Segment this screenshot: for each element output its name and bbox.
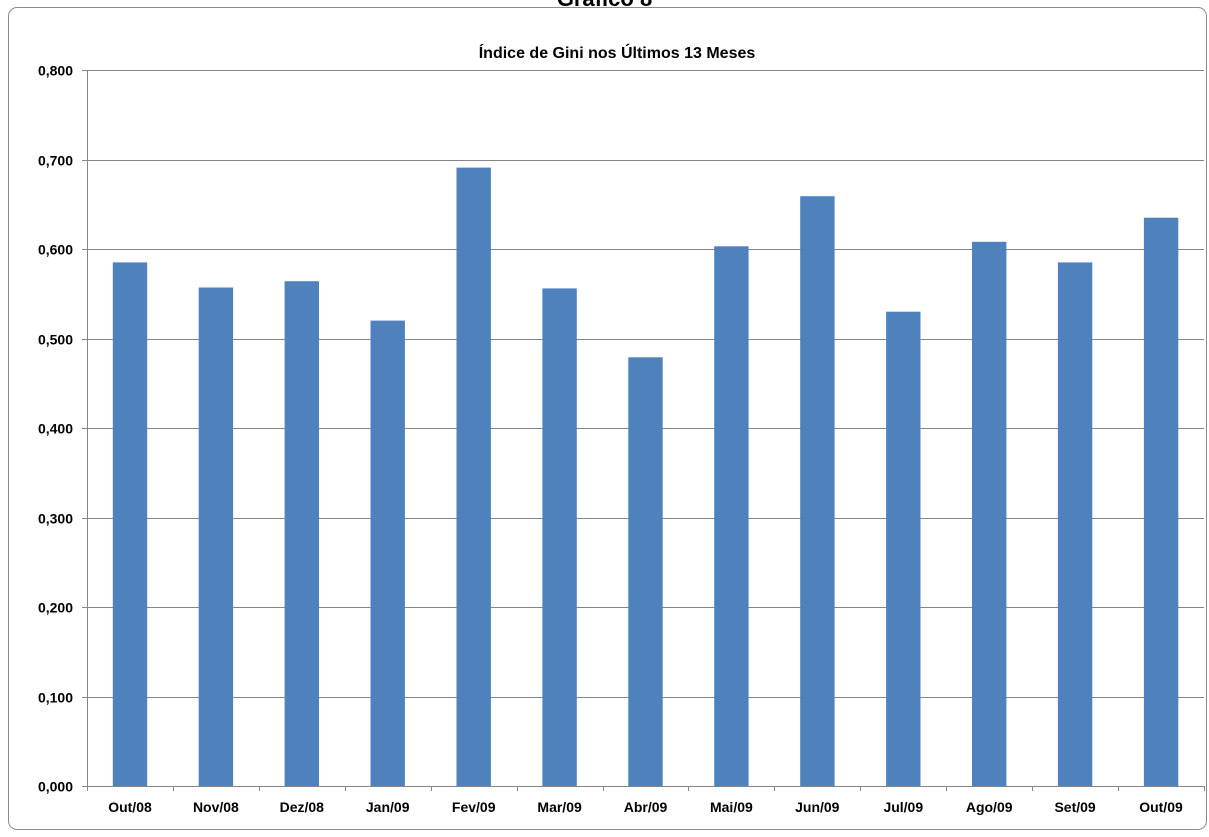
bars xyxy=(112,167,1179,787)
bar-mai-09 xyxy=(714,246,749,787)
x-tick-label: Mai/09 xyxy=(710,799,753,815)
bar-jul-09 xyxy=(886,311,921,786)
y-tick-label: 0,400 xyxy=(38,421,73,437)
y-tick-label: 0,800 xyxy=(38,63,73,79)
y-tick-label: 0,000 xyxy=(38,779,73,795)
y-tick-label: 0,300 xyxy=(38,511,73,527)
x-axis-ticks: Out/08 Nov/08 Dez/08 Jan/09 Fev/09 Mar/09 Abr/… xyxy=(108,799,1183,815)
x-tick-label: Abr/09 xyxy=(624,799,668,815)
y-axis-ticks: 0,000 0,100 0,200 0,300 0,400 0,500 0,600 0,700… xyxy=(38,63,73,795)
x-tick-label: Nov/08 xyxy=(193,799,239,815)
x-tick-label: Out/09 xyxy=(1139,799,1183,815)
chart-title: Índice de Gini nos Últimos 13 Meses xyxy=(479,43,756,62)
y-tick-label: 0,500 xyxy=(38,332,73,348)
bar-jan-09 xyxy=(370,320,405,786)
bar-ago-09 xyxy=(972,241,1007,787)
x-tick-label: Fev/09 xyxy=(452,799,496,815)
axes xyxy=(82,70,1205,791)
x-tick-label: Jun/09 xyxy=(795,799,840,815)
bar-nov-08 xyxy=(198,287,234,786)
bar-out-08 xyxy=(112,262,148,786)
y-tick-label: 0,600 xyxy=(38,242,73,258)
x-tick-label: Jul/09 xyxy=(883,799,923,815)
bar-mar-09 xyxy=(542,288,577,786)
y-tick-label: 0,200 xyxy=(38,600,73,616)
bar-fev-09 xyxy=(456,167,491,787)
bar-abr-09 xyxy=(628,357,663,786)
bar-jun-09 xyxy=(800,196,835,786)
bar-out-09 xyxy=(1143,217,1179,786)
x-tick-label: Mar/09 xyxy=(537,799,582,815)
y-tick-label: 0,100 xyxy=(38,690,73,706)
bar-set-09 xyxy=(1057,262,1093,786)
x-tick-label: Ago/09 xyxy=(966,799,1013,815)
y-tick-label: 0,700 xyxy=(38,153,73,169)
x-tick-label: Out/08 xyxy=(108,799,152,815)
x-tick-label: Set/09 xyxy=(1054,799,1095,815)
bar-dez-08 xyxy=(284,281,319,786)
x-tick-label: Dez/08 xyxy=(280,799,325,815)
x-tick-label: Jan/09 xyxy=(366,799,410,815)
chart-caption: Gráfico 8 xyxy=(0,0,1209,12)
